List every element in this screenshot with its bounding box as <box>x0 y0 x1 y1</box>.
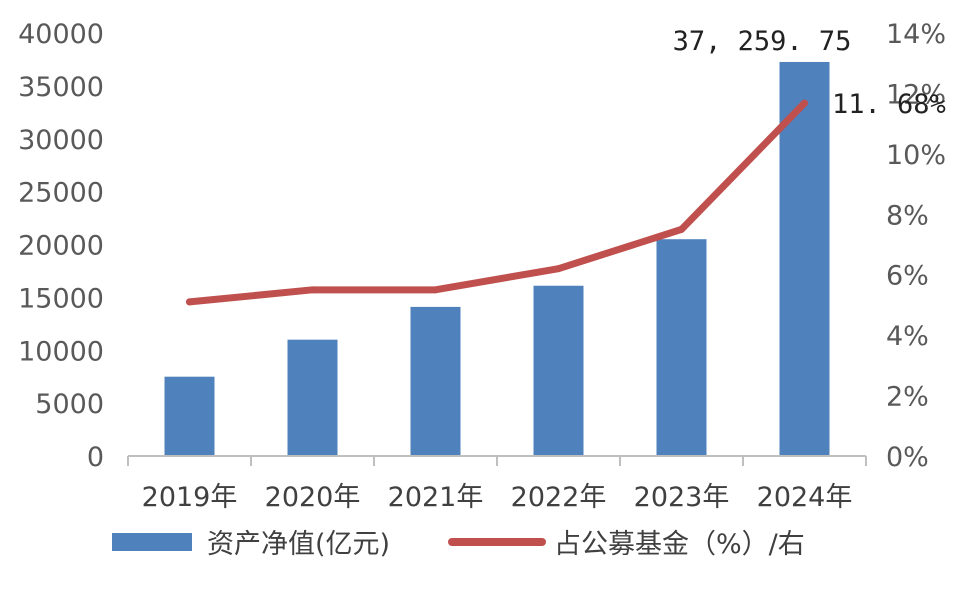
line-point <box>801 99 808 107</box>
category-label: 2024年 <box>757 482 853 513</box>
category-label: 2022年 <box>511 482 607 513</box>
left-axis-ticks: 0 5000 10000 15000 20000 25000 30000 35000 40000 <box>18 19 104 473</box>
right-tick-label: 10% <box>886 140 946 171</box>
bar <box>410 306 461 456</box>
category-label: 2021年 <box>388 482 484 513</box>
line-data-label: 11. 68% <box>832 89 946 120</box>
left-tick-label: 15000 <box>18 283 104 314</box>
bar <box>656 239 707 456</box>
category-label: 2023年 <box>634 482 730 513</box>
right-tick-label: 4% <box>886 321 929 352</box>
right-axis-ticks: 0% 2% 4% 6% 8% 10% 12% 14% <box>886 19 946 473</box>
legend-bar-label: 资产净值(亿元) <box>207 529 390 560</box>
right-tick-label: 2% <box>886 382 929 413</box>
line-point <box>555 265 562 273</box>
left-tick-label: 25000 <box>18 178 104 209</box>
bar-data-label: 37, 259. 75 <box>673 26 852 57</box>
right-tick-label: 12% <box>886 79 946 110</box>
line-point <box>309 286 316 294</box>
line-point <box>186 298 193 306</box>
left-tick-label: 30000 <box>18 125 104 156</box>
left-tick-label: 5000 <box>35 389 104 420</box>
bar <box>164 376 215 456</box>
bar <box>287 339 338 456</box>
legend-bar-swatch <box>112 533 192 551</box>
line-series <box>186 99 808 306</box>
category-label: 2019年 <box>142 482 238 513</box>
bar-series <box>164 61 830 456</box>
left-tick-label: 10000 <box>18 336 104 367</box>
line-point <box>432 286 439 294</box>
right-tick-label: 14% <box>886 19 946 50</box>
category-labels: 2019年 2020年 2021年 2022年 2023年 2024年 <box>142 482 853 513</box>
left-tick-label: 40000 <box>18 19 104 50</box>
category-label: 2020年 <box>265 482 361 513</box>
line-point <box>678 225 685 233</box>
left-tick-label: 20000 <box>18 231 104 262</box>
legend: 资产净值(亿元) 占公募基金（%）/右 <box>112 529 805 560</box>
left-tick-label: 35000 <box>18 72 104 103</box>
right-tick-label: 6% <box>886 261 929 292</box>
right-tick-label: 8% <box>886 200 929 231</box>
bar <box>533 285 584 456</box>
line-path <box>186 99 808 306</box>
x-axis-tick-marks <box>127 456 867 466</box>
legend-line-label: 占公募基金（%）/右 <box>554 529 805 560</box>
right-tick-label: 0% <box>886 442 929 473</box>
left-tick-label: 0 <box>87 442 104 473</box>
bar <box>779 61 830 456</box>
